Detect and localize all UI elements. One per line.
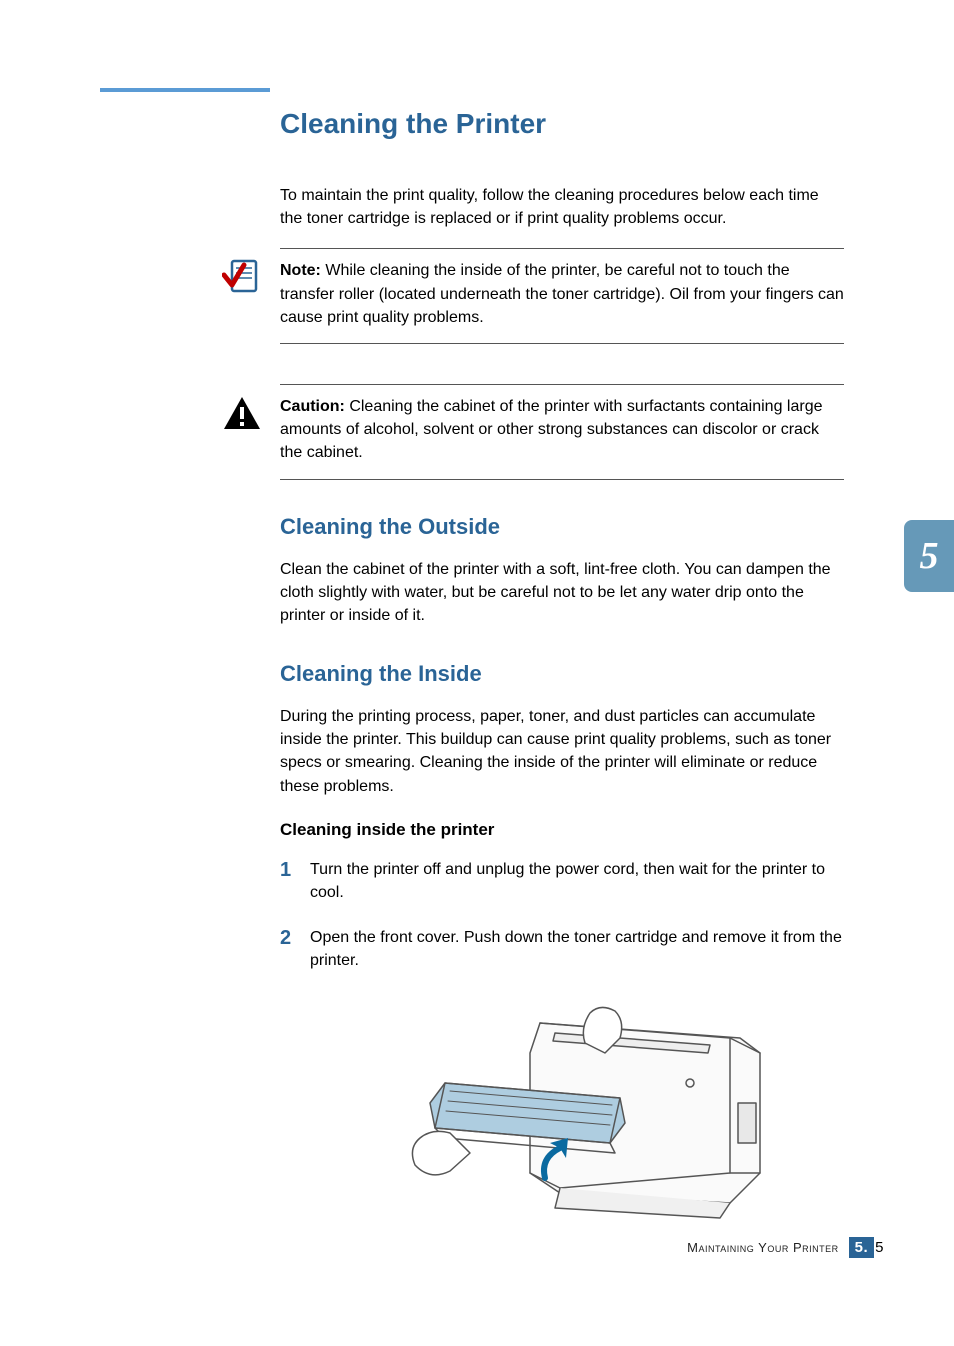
inside-title: Cleaning the Inside [280,661,844,687]
footer-page-number: 5 [875,1239,884,1256]
caution-text: Caution: Cleaning the cabinet of the pri… [280,395,844,465]
step-number: 1 [280,856,291,885]
footer-section-title: Maintaining Your Printer [687,1240,839,1255]
content-column: Cleaning the Printer To maintain the pri… [280,88,844,1223]
inside-body: During the printing process, paper, tone… [280,705,844,798]
main-title: Cleaning the Printer [280,108,844,140]
step-item: 2 Open the front cover. Push down the to… [280,926,844,1222]
note-icon [222,257,262,297]
step-number: 2 [280,924,291,953]
note-callout: Note: While cleaning the inside of the p… [280,248,844,344]
note-body: While cleaning the inside of the printer… [280,262,844,325]
caution-icon [222,393,262,433]
chapter-tab: 5 [904,520,954,592]
outside-body: Clean the cabinet of the printer with a … [280,558,844,628]
page-footer: Maintaining Your Printer 5.5 [687,1237,884,1258]
printer-illustration [390,983,810,1223]
step-item: 1 Turn the printer off and unplug the po… [280,858,844,904]
steps-list: 1 Turn the printer off and unplug the po… [280,858,844,1223]
page: Cleaning the Printer To maintain the pri… [0,0,954,1346]
chapter-tab-number: 5 [920,534,939,578]
step-text: Open the front cover. Push down the tone… [310,929,842,969]
note-label: Note: [280,262,321,279]
inside-subtitle: Cleaning inside the printer [280,820,844,840]
caution-body: Cleaning the cabinet of the printer with… [280,398,823,461]
step-text: Turn the printer off and unplug the powe… [310,861,825,901]
top-rule [100,88,270,92]
footer-chapter-badge: 5. [849,1237,875,1258]
caution-label: Caution: [280,398,345,415]
outside-title: Cleaning the Outside [280,514,844,540]
intro-paragraph: To maintain the print quality, follow th… [280,184,844,230]
note-text: Note: While cleaning the inside of the p… [280,259,844,329]
caution-callout: Caution: Cleaning the cabinet of the pri… [280,384,844,480]
